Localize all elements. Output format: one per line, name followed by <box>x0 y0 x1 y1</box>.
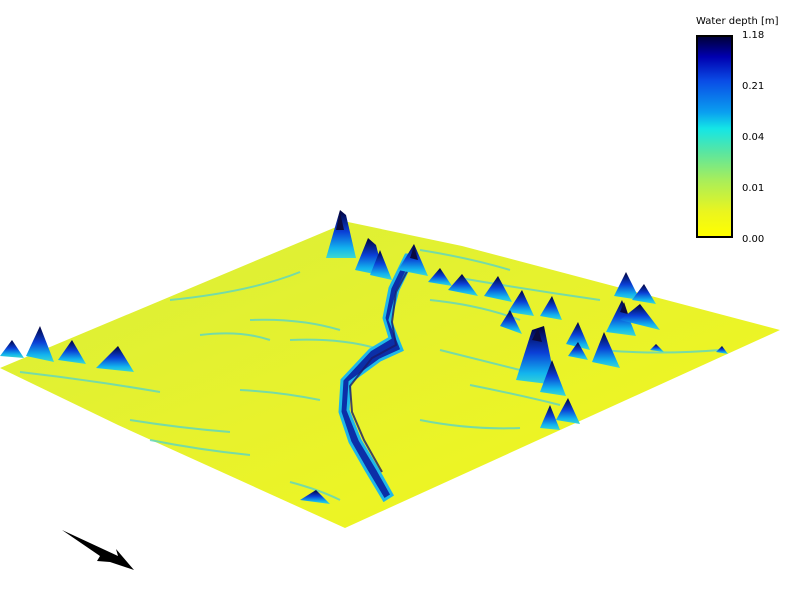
terrain-texture <box>19 249 721 501</box>
river-highlight <box>348 261 413 473</box>
legend-tick-2: 0.21 <box>742 81 765 92</box>
legend-tick-min: 0.00 <box>742 234 765 245</box>
legend-tick-max: 1.18 <box>742 30 765 41</box>
legend-colorbar <box>696 35 733 238</box>
legend-tick-3: 0.04 <box>742 132 765 143</box>
water-peaks <box>0 210 728 504</box>
peak-tips <box>336 212 628 342</box>
legend-tick-4: 0.01 <box>742 183 765 194</box>
color-legend: Water depth [m] 1.18 0.21 0.04 0.01 0.00 <box>690 14 795 249</box>
river-channel <box>338 253 418 503</box>
legend-title: Water depth [m] <box>696 16 779 27</box>
terrain-surface <box>0 222 780 528</box>
